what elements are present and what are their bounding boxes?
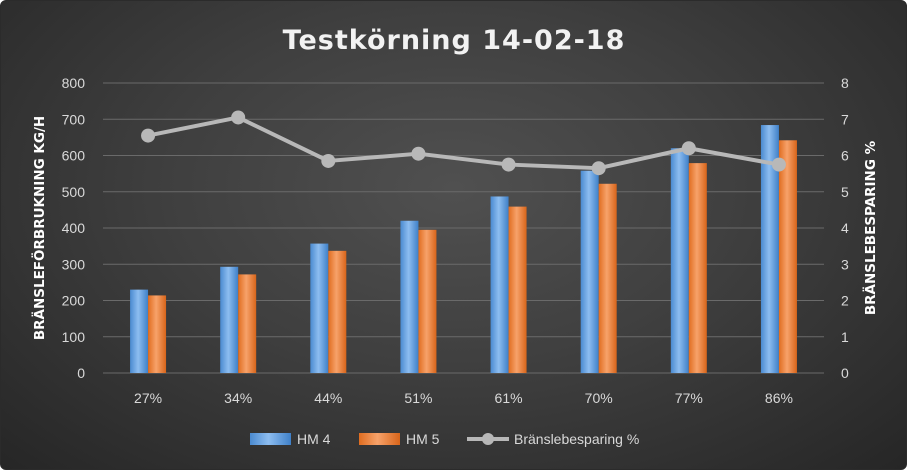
y2-tick-label: 5 bbox=[841, 184, 849, 200]
x-tick-label: 77% bbox=[675, 390, 703, 406]
gridlines bbox=[103, 82, 824, 374]
bar-hm5 bbox=[328, 250, 347, 373]
line-series bbox=[141, 110, 786, 176]
y-tick-label: 800 bbox=[62, 75, 86, 91]
bar-hm4 bbox=[130, 289, 149, 373]
bar-hm5 bbox=[238, 274, 257, 373]
y-tick-label: 600 bbox=[62, 148, 86, 164]
y2-tick-label: 1 bbox=[841, 329, 849, 345]
y-tick-label: 500 bbox=[62, 184, 86, 200]
line-bransle bbox=[147, 115, 780, 171]
bar-hm5 bbox=[598, 183, 617, 373]
legend-label-hm5: HM 5 bbox=[406, 431, 440, 447]
line-point bbox=[681, 141, 696, 156]
line-point bbox=[141, 128, 156, 143]
line-point bbox=[771, 157, 786, 172]
bar-hm5 bbox=[148, 295, 167, 373]
x-tick-label: 86% bbox=[765, 390, 793, 406]
bar-hm4 bbox=[310, 243, 329, 373]
y-tick-label: 100 bbox=[62, 329, 86, 345]
line-point bbox=[591, 161, 606, 176]
legend: HM 4 HM 5 Bränslebesparing % bbox=[250, 431, 639, 447]
legend-swatch-hm5 bbox=[359, 433, 400, 445]
bar-hm5 bbox=[778, 140, 797, 373]
y2-tick-label: 0 bbox=[841, 365, 849, 381]
bar-hm5 bbox=[508, 206, 527, 373]
y2-tick-label: 4 bbox=[841, 220, 849, 236]
y2-tick-label: 8 bbox=[841, 75, 849, 91]
y-tick-label: 400 bbox=[62, 220, 86, 236]
bar-hm4 bbox=[490, 196, 509, 373]
x-tick-label: 51% bbox=[404, 390, 432, 406]
legend-label-hm4: HM 4 bbox=[297, 431, 331, 447]
y-tick-label: 300 bbox=[62, 256, 86, 272]
line-point bbox=[411, 146, 426, 161]
bar-hm4 bbox=[580, 170, 599, 373]
legend-marker-bransle bbox=[482, 433, 494, 445]
bar-hm5 bbox=[688, 163, 707, 373]
y2-tick-label: 6 bbox=[841, 148, 849, 164]
bars bbox=[130, 125, 797, 373]
bar-hm4 bbox=[220, 266, 239, 373]
x-tick-label: 27% bbox=[134, 390, 162, 406]
y-tick-label: 200 bbox=[62, 293, 86, 309]
x-tick-label: 61% bbox=[495, 390, 523, 406]
line-point bbox=[231, 110, 246, 125]
y-tick-label: 700 bbox=[62, 111, 86, 127]
legend-swatch-hm4 bbox=[250, 433, 291, 445]
line-point bbox=[321, 153, 336, 168]
y2-axis-title: BRÄNSLEBESPARING % bbox=[862, 140, 879, 315]
y-axis-ticks: 0 100 200 300 400 500 600 700 800 bbox=[62, 75, 86, 381]
x-tick-label: 70% bbox=[585, 390, 613, 406]
y2-tick-label: 2 bbox=[841, 293, 849, 309]
x-axis-ticks: 27% 34% 44% 51% 61% 70% 77% 86% bbox=[134, 390, 793, 406]
bar-hm5 bbox=[418, 229, 437, 373]
bar-hm4 bbox=[670, 148, 689, 373]
bar-hm4 bbox=[760, 125, 779, 373]
y2-tick-label: 7 bbox=[841, 111, 849, 127]
x-tick-label: 44% bbox=[314, 390, 342, 406]
line-point bbox=[501, 157, 516, 172]
y-tick-label: 0 bbox=[77, 365, 85, 381]
y2-tick-label: 3 bbox=[841, 256, 849, 272]
y2-axis-ticks: 0 1 2 3 4 5 6 7 8 bbox=[841, 75, 849, 381]
legend-label-bransle: Bränslebesparing % bbox=[514, 431, 639, 447]
chart-title: Testkörning 14-02-18 bbox=[283, 25, 626, 56]
bar-hm4 bbox=[400, 220, 419, 373]
y-axis-title: BRÄNSLEFÖRBRUKNING KG/H bbox=[30, 116, 48, 340]
x-tick-label: 34% bbox=[224, 390, 252, 406]
